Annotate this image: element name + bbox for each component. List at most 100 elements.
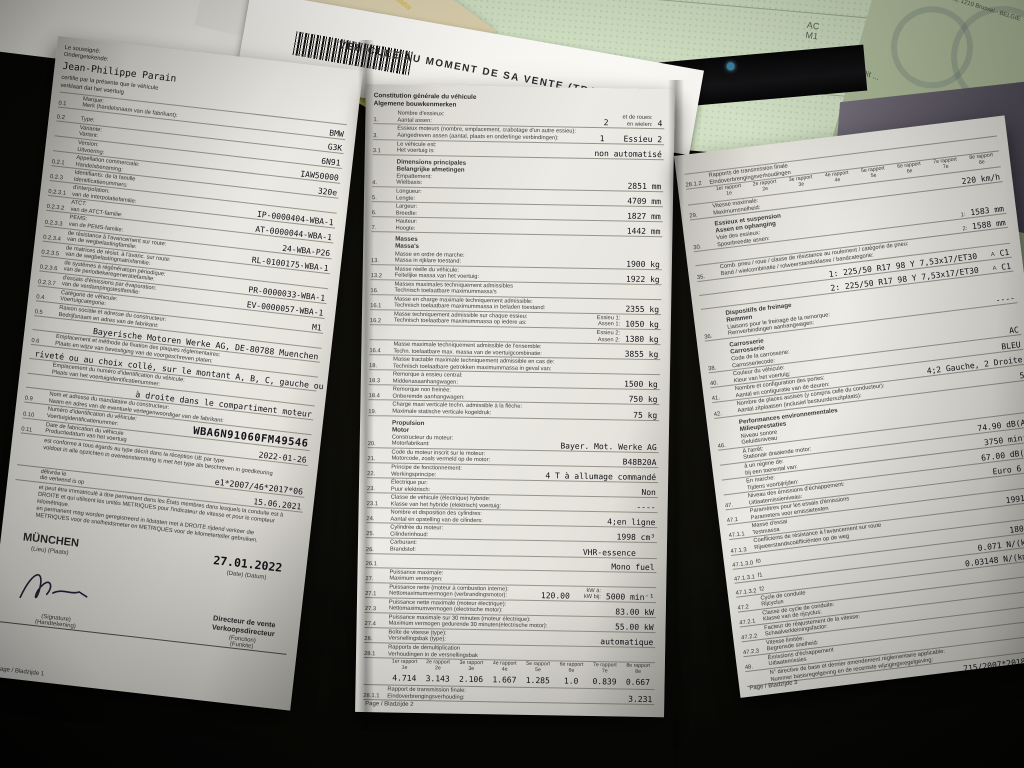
row-value: 4709 mm xyxy=(627,196,662,207)
row-number: 25. xyxy=(366,531,375,538)
row-value: 1442 mm xyxy=(626,226,661,237)
row-number xyxy=(0,354,15,357)
row-number: 36. xyxy=(703,333,713,341)
row-labels: Constructeur du moteur: Motorfabrikant: xyxy=(391,434,454,448)
row-value: Bayer. Mot. Werke AG xyxy=(560,441,657,453)
row-number: 3. xyxy=(373,132,378,139)
row-mid-labels: 2: xyxy=(962,225,968,233)
coc-page-1: Le soussigné: Ondergetekende: Jean-Phili… xyxy=(0,36,364,711)
gear-column: 7e rapport 7e 0.839 xyxy=(588,662,622,687)
gear-ratio-value: 4.714 xyxy=(392,673,417,684)
coc-page-2: Constitution générale du véhicule Algeme… xyxy=(355,84,675,718)
gear-ratio-value: 3.143 xyxy=(425,674,450,684)
row-number: 23.1 xyxy=(366,501,379,508)
row-value: 55.00 kW xyxy=(614,622,654,633)
row-value: 83.00 kW xyxy=(615,607,654,617)
page-footer: Page / Bladzijde 1 xyxy=(0,666,45,678)
fuel-caption-2: - Diesel / Benzine xyxy=(848,691,1024,698)
gear-column: 5e rapport 5e 1.285 xyxy=(521,661,555,686)
row-number: 27.1 xyxy=(365,590,377,598)
row-number: 28.1 xyxy=(363,651,376,658)
gear-column: 8e rapport 8e 0.667 xyxy=(621,663,655,688)
row-value: Mono fuel xyxy=(611,561,655,572)
row-number: 16.1 xyxy=(370,303,382,310)
row-value-left: 2 xyxy=(603,118,609,128)
row-value: 1500 kg xyxy=(623,379,658,390)
gear-column: 3e rapport 3e 2.106 xyxy=(454,660,488,685)
row-number: 27. xyxy=(365,575,374,582)
row-value: 1827 mm xyxy=(626,211,661,222)
gear-ratio-value: 1.667 xyxy=(492,675,517,685)
row-number: 7. xyxy=(371,225,377,232)
row-number: 27.4 xyxy=(364,620,376,628)
row-number: 16.2 xyxy=(369,318,382,325)
row-number: 19. xyxy=(368,408,377,415)
coc-page-3: 28.1.2 Rapports de transmission finale E… xyxy=(674,115,1024,698)
row-value: 180.5 N xyxy=(1008,521,1024,535)
test-procedure-label: 1.2 Procedure 1.2 Testprocedure xyxy=(752,696,839,698)
gear-column: 6e rapport 6e 1.0 xyxy=(554,662,588,687)
row-value: B48B20A xyxy=(622,457,657,468)
row-value: 1380 kg xyxy=(624,334,659,345)
row-number: 42. xyxy=(713,410,723,418)
row-value: 5000 min⁻¹ xyxy=(605,592,655,602)
page2-rows: 1. Nombre d'essieux: Aantal assen: 2 et … xyxy=(363,109,665,664)
row-value: BMW xyxy=(328,128,345,139)
row-value: 75 kg xyxy=(633,410,658,420)
gear-column: 2e rapport 2e 3.143 xyxy=(421,659,455,684)
row-number: 3.1 xyxy=(372,147,381,154)
row-number: 16.4 xyxy=(369,348,381,355)
holo-dot-blue xyxy=(726,61,735,71)
row-value: 4 xyxy=(657,119,663,129)
row-labels: Charge maxi verticale techn. admissible … xyxy=(392,401,523,417)
row-value: Non xyxy=(641,488,656,498)
row-number: 26. xyxy=(365,546,374,553)
row-mid-labels: kW à: kW bij: xyxy=(583,587,602,601)
row-value-left: VHR-essence xyxy=(582,547,636,558)
row-value: Essieu 2 xyxy=(623,134,663,144)
gear-ratio-value: 1.0 xyxy=(563,676,579,686)
row-value: 1998 cm³ xyxy=(616,532,656,543)
row-mid-labels: et de roues: en wielen: xyxy=(622,114,653,128)
row-value: C1 xyxy=(1000,261,1012,272)
row-value: 1922 kg xyxy=(625,274,660,284)
row-mid-labels: A xyxy=(992,265,997,272)
gear-ratio-value: 0.839 xyxy=(592,677,617,687)
row-number: 1. xyxy=(373,117,379,124)
page1-rows: 0.1 Marque: Merk (handelsnaam van de fab… xyxy=(11,92,354,552)
row-value-left: 1 xyxy=(599,133,605,143)
page3-rows: 29. Vitesse maximale: Maximumsnelheid: 2… xyxy=(688,167,1024,698)
row-value: ---- xyxy=(995,293,1016,305)
row-number: 13. xyxy=(370,257,380,264)
row-number: 28. xyxy=(364,636,373,643)
row-number: 6. xyxy=(371,210,377,217)
gear-column: 8e rapport 8e xyxy=(969,152,994,166)
row-number: 5. xyxy=(371,195,377,202)
row-value: G3K xyxy=(327,142,343,153)
row-labels: Hauteur: Hoogte: xyxy=(395,218,418,232)
gear-column: 7e rapport 7e xyxy=(932,156,958,171)
row-mid-labels: Essieu 2: Assen 2: xyxy=(596,330,621,344)
gear-column: 1er rapport 1e 4.714 xyxy=(388,659,422,684)
row-number: 21. xyxy=(367,456,376,463)
row-value: 2355 kg xyxy=(625,304,660,315)
row-mid-labels: 1: xyxy=(960,211,966,219)
handwritten-signature xyxy=(19,573,88,598)
gear-column: 4e rapport 4e 1.667 xyxy=(488,660,522,685)
row-number: 16. xyxy=(370,287,379,295)
type1-wltp-line: Type 1 (gemiddelde waarden NEDC, hoogste… xyxy=(846,682,1024,698)
row-value: 5 xyxy=(1018,370,1024,381)
row-value: 1050 kg xyxy=(625,319,659,330)
certificate-category-codes: AC M1 xyxy=(805,20,820,42)
row-value: 4;en ligne xyxy=(607,517,656,528)
row-number: 13.2 xyxy=(370,272,383,280)
row-labels: Le véhicule est: Het voertuig is: xyxy=(396,141,437,155)
row-labels: Principe de fonctionnement: Werkingsprin… xyxy=(391,464,462,478)
row-value: automatique xyxy=(600,637,654,648)
row-value-left: 120.00 xyxy=(540,590,570,601)
row-value: ---- xyxy=(636,503,656,513)
row-value: C1 xyxy=(999,247,1010,258)
row-value: 1900 kg xyxy=(626,259,660,269)
row-number: 29. xyxy=(689,212,698,220)
